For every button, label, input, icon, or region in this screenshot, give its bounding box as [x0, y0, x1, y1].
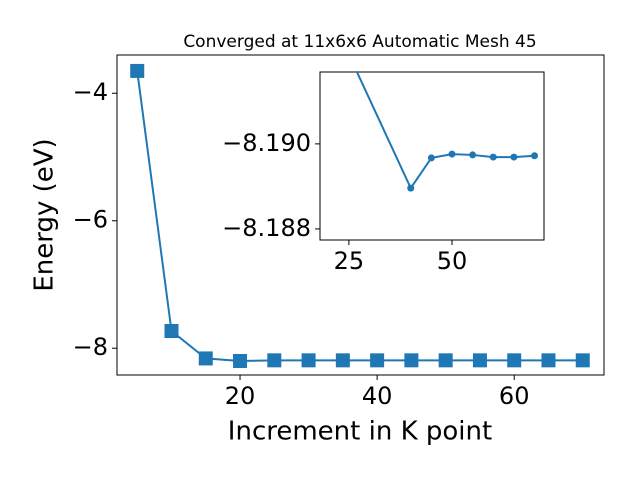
y-tick-label: −6	[73, 206, 108, 234]
chart-title: Converged at 11x6x6 Automatic Mesh 45	[183, 32, 536, 52]
x-tick-label: 50	[437, 247, 468, 275]
plot-content	[355, 72, 539, 192]
marker	[130, 63, 145, 78]
marker	[198, 351, 213, 366]
x-tick-label: 40	[362, 382, 393, 410]
plot-content	[130, 63, 590, 368]
marker	[472, 353, 487, 368]
marker	[404, 353, 419, 368]
x-tick-label: 25	[334, 247, 365, 275]
marker	[233, 353, 248, 368]
marker	[267, 353, 282, 368]
y-axis-label: Energy (eV)	[30, 138, 60, 291]
marker	[510, 153, 518, 161]
marker	[541, 353, 556, 368]
y-tick-label: −8.190	[222, 129, 311, 157]
marker	[531, 152, 539, 160]
y-tick-label: −4	[73, 78, 108, 106]
marker	[469, 151, 477, 159]
marker	[489, 153, 497, 161]
marker	[507, 353, 522, 368]
marker	[335, 353, 350, 368]
y-tick-label: −8	[73, 333, 108, 361]
x-tick-label: 20	[225, 382, 256, 410]
marker	[164, 324, 179, 339]
x-axis-label: Increment in K point	[228, 417, 492, 447]
y-tick-label: −8.188	[222, 214, 311, 242]
x-tick-label: 60	[499, 382, 530, 410]
marker	[427, 154, 435, 162]
marker	[448, 150, 456, 158]
marker	[438, 353, 453, 368]
marker	[301, 353, 316, 368]
marker	[575, 353, 590, 368]
marker	[407, 184, 415, 192]
marker	[370, 353, 385, 368]
